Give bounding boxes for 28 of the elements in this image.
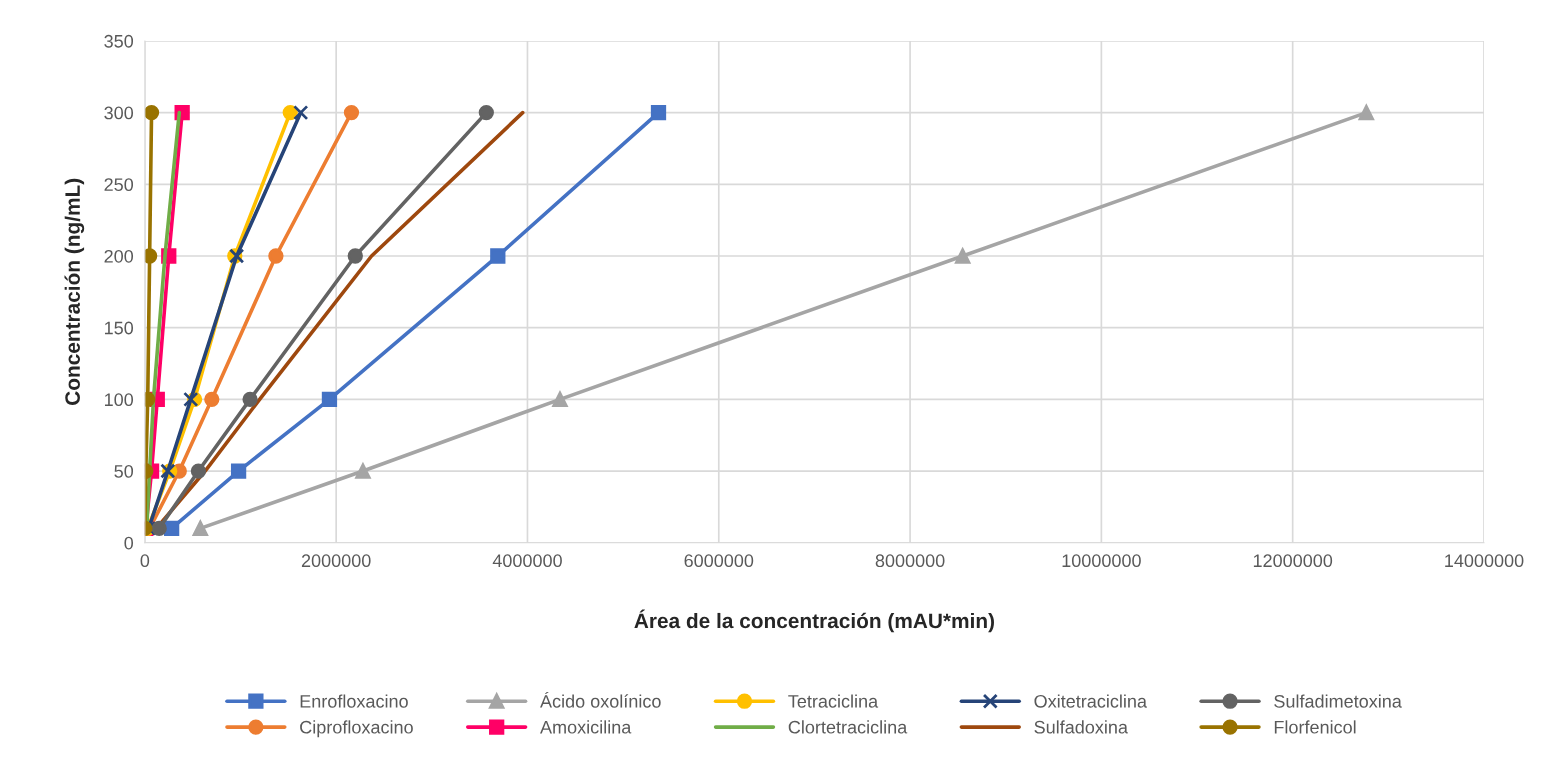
y-tick-label: 50: [114, 464, 134, 478]
legend-label: Tetraciclina: [788, 694, 879, 708]
legend-label: Florfenicol: [1274, 720, 1356, 734]
legend-label: Clortetraciclina: [788, 720, 908, 734]
legend-label: Ciprofloxacino: [300, 720, 413, 738]
legend-label: Oxitetraciclina: [1034, 694, 1147, 708]
legend-label: Amoxicilina: [540, 720, 632, 734]
legend-label: Enrofloxacino: [300, 694, 408, 708]
x-tick-label: 12000000: [1253, 554, 1333, 568]
y-tick-label: 350: [104, 34, 134, 48]
legend-label: Ácido oxolínico: [540, 691, 661, 708]
x-tick-label: 14000000: [1445, 554, 1524, 568]
x-tick-label: 2000000: [301, 554, 371, 568]
y-axis-title: Concentración (ng/mL): [64, 178, 85, 405]
y-tick-label: 300: [104, 106, 134, 120]
x-tick-label: 10000000: [1062, 554, 1141, 568]
x-tick-label: 4000000: [492, 554, 562, 568]
y-tick-label: 250: [104, 178, 134, 192]
y-tick-label: 150: [105, 321, 134, 335]
legend-label: Sulfadoxina: [1034, 720, 1128, 734]
y-tick-label: 100: [105, 393, 134, 407]
y-tick-label: 200: [104, 249, 134, 263]
x-tick-label: 6000000: [684, 554, 754, 568]
y-tick-label: 0: [124, 536, 134, 550]
x-tick-label: 8000000: [875, 554, 945, 568]
x-tick-label: 0: [140, 554, 150, 568]
x-axis-title: Área de la concentración (mAU*min): [634, 609, 994, 633]
legend-label: Sulfadimetoxina: [1274, 694, 1402, 708]
